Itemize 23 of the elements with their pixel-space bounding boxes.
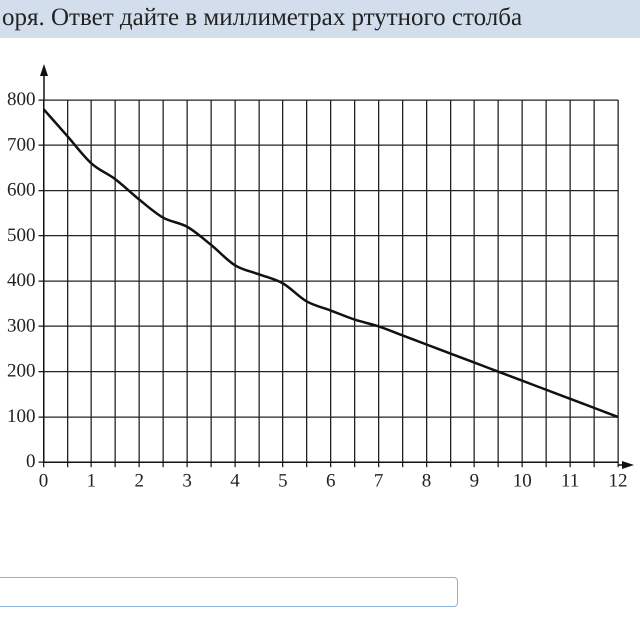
x-tick-label: 0 [38, 470, 48, 492]
x-tick-label: 11 [560, 470, 580, 492]
x-tick-label: 10 [512, 470, 532, 492]
x-tick-label: 3 [182, 470, 192, 492]
x-tick-label: 8 [422, 470, 432, 492]
x-tick-label: 2 [134, 470, 144, 492]
x-tick-label: 12 [608, 470, 628, 492]
y-tick-label: 200 [7, 360, 36, 382]
x-tick-label: 7 [374, 470, 384, 492]
x-tick-label: 9 [470, 470, 480, 492]
y-tick-label: 700 [7, 134, 36, 156]
y-tick-label: 400 [7, 270, 36, 292]
x-tick-label: 1 [86, 470, 96, 492]
y-tick-label: 0 [26, 451, 36, 472]
y-tick-label: 600 [7, 180, 36, 201]
x-tick-label: 4 [230, 470, 240, 492]
y-tick-label: 500 [7, 224, 36, 246]
x-tick-label: 6 [326, 470, 336, 492]
y-tick-label: 800 [7, 88, 36, 110]
y-tick-label: 300 [7, 315, 36, 336]
x-tick-label: 5 [278, 470, 288, 492]
y-tick-label: 100 [7, 406, 36, 427]
chart-title: оря. Ответ дайте в миллиметрах ртутного столба [0, 0, 640, 38]
